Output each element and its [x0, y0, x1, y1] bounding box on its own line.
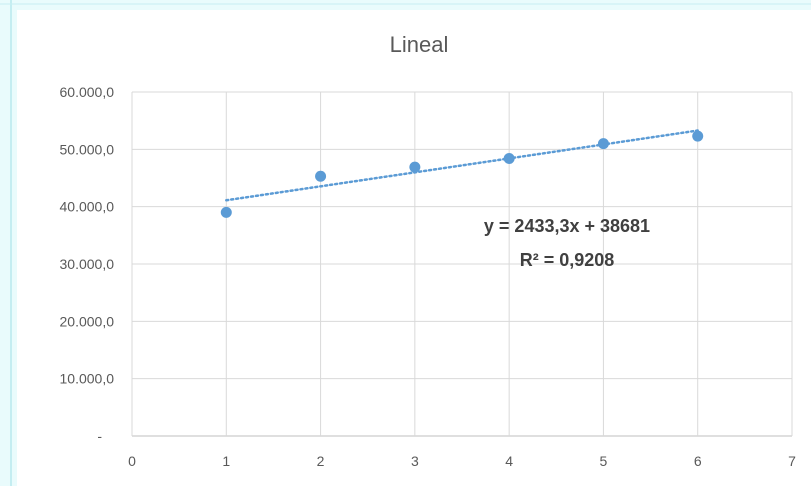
chart-svg: Lineal - 10.000,0 20.000,0 30.000,0 40.000,0 5… [60, 32, 797, 469]
chart-area[interactable]: Lineal - 10.000,0 20.000,0 30.000,0 40.000,0 5… [17, 10, 811, 486]
trendline-equation: y = 2433,3x + 38681 [484, 216, 650, 236]
x-tick-label: 1 [222, 453, 230, 469]
r-squared-label: R² = 0,9208 [520, 250, 615, 270]
data-point [503, 153, 515, 165]
x-tick-label: 4 [505, 453, 513, 469]
x-tick-label: 3 [411, 453, 419, 469]
y-tick-label: 20.000,0 [60, 313, 115, 329]
x-tick-label: 5 [600, 453, 608, 469]
y-tick-label: 30.000,0 [60, 256, 115, 272]
y-tick-label: 40.000,0 [60, 199, 115, 215]
y-tick-label: 60.000,0 [60, 84, 115, 100]
y-tick-label: - [97, 428, 102, 444]
x-tick-label: 0 [128, 453, 136, 469]
data-point [597, 138, 609, 150]
y-tick-label: 50.000,0 [60, 141, 115, 157]
x-tick-label: 2 [317, 453, 325, 469]
x-tick-label: 6 [694, 453, 702, 469]
chart-title: Lineal [390, 32, 449, 57]
x-tick-label: 7 [788, 453, 796, 469]
data-point [692, 130, 704, 142]
data-point [409, 161, 421, 173]
trendline [225, 129, 699, 202]
data-point [315, 170, 327, 182]
y-tick-label: 10.000,0 [60, 371, 115, 387]
data-point [220, 206, 232, 218]
